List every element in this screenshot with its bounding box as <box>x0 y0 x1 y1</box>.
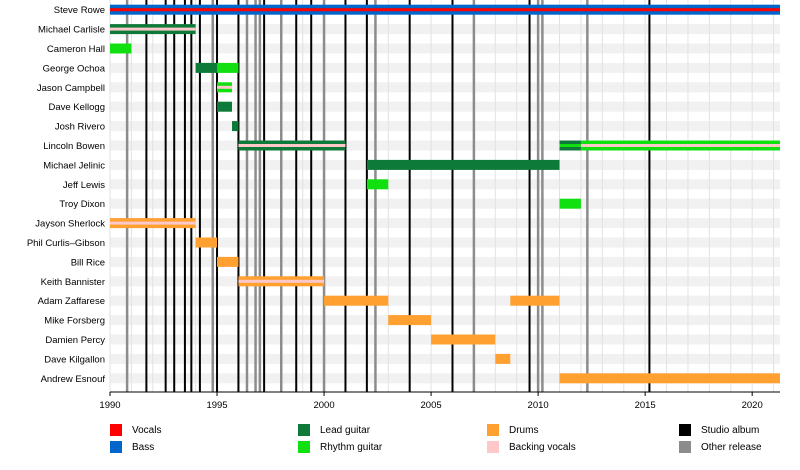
x-axis-tick-label: 2020 <box>742 400 763 411</box>
member-bar-overlay-steve-rowe <box>110 8 780 12</box>
x-axis-tick-label: 1990 <box>99 400 120 411</box>
member-bar-overlay-lincoln-bowen <box>238 144 346 147</box>
member-name-jason-campbell: Jason Campbell <box>37 83 105 94</box>
member-bar-andrew-esnouf <box>559 373 780 384</box>
member-bar-bill-rice <box>217 256 239 267</box>
x-axis-tick-label: 2015 <box>635 400 656 411</box>
row-stripe <box>110 373 780 384</box>
x-axis-tick-label: 2005 <box>421 400 442 411</box>
member-bar-adam-zaffarese <box>324 295 389 306</box>
member-name-cameron-hall: Cameron Hall <box>47 44 105 55</box>
row-stripe <box>110 276 780 287</box>
row-stripe <box>110 315 780 326</box>
member-bar-adam-zaffarese <box>510 295 560 306</box>
row-stripe <box>110 179 780 190</box>
member-bar-jeff-lewis <box>366 179 389 190</box>
row-stripe <box>110 295 780 306</box>
member-bar-mike-forsberg <box>388 315 432 326</box>
member-name-jeff-lewis: Jeff Lewis <box>63 180 105 191</box>
member-name-mike-forsberg: Mike Forsberg <box>44 316 105 327</box>
x-axis-tick-label: 2000 <box>313 400 334 411</box>
member-bar-dave-kellogg <box>217 101 233 112</box>
row-stripe <box>110 101 780 112</box>
member-name-bill-rice: Bill Rice <box>71 257 105 268</box>
member-name-andrew-esnouf: Andrew Esnouf <box>41 374 106 385</box>
member-bar-overlay-jason-campbell <box>217 85 233 89</box>
member-name-lincoln-bowen: Lincoln Bowen <box>43 141 105 152</box>
row-stripe <box>110 62 780 73</box>
member-name-josh-rivero: Josh Rivero <box>55 122 105 133</box>
member-bar-overlay-jayson-sherlock <box>110 221 196 225</box>
row-stripe <box>110 353 780 364</box>
row-stripe <box>110 121 780 132</box>
row-stripe <box>110 198 780 209</box>
member-name-keith-bannister: Keith Bannister <box>41 277 105 288</box>
x-axis-tick-label: 2010 <box>528 400 549 411</box>
row-stripe <box>110 43 780 54</box>
row-stripe <box>110 218 780 229</box>
row-stripe <box>110 237 780 248</box>
member-name-george-ochoa: George Ochoa <box>43 63 106 74</box>
member-name-michael-jelinic: Michael Jelinic <box>43 160 105 171</box>
member-name-steve-rowe: Steve Rowe <box>54 5 105 16</box>
member-name-dave-kellogg: Dave Kellogg <box>48 102 105 113</box>
row-stripe <box>110 82 780 93</box>
member-bar-overlay-michael-carlisle <box>110 27 196 31</box>
member-bar-dave-kilgallon <box>495 353 511 364</box>
member-bar-george-ochoa <box>195 62 218 73</box>
member-bar-troy-dixon <box>559 198 581 209</box>
member-name-damien-percy: Damien Percy <box>45 335 105 346</box>
member-bar-overlay-lincoln-bowen <box>580 144 780 147</box>
member-bar-cameron-hall <box>110 43 132 54</box>
member-bar-overlay-lincoln-bowen <box>559 144 581 147</box>
row-stripe <box>110 24 780 35</box>
row-stripe <box>110 256 780 267</box>
member-bar-damien-percy <box>431 334 496 345</box>
x-axis-tick-label: 1995 <box>206 400 227 411</box>
member-name-adam-zaffarese: Adam Zaffarese <box>38 296 105 307</box>
member-name-phil-curlis-gibson: Phil Curlis–Gibson <box>27 238 105 249</box>
member-bar-michael-jelinic <box>366 159 560 170</box>
row-stripe <box>110 140 780 151</box>
member-bar-phil-curlis-gibson <box>195 237 218 248</box>
member-bar-overlay-keith-bannister <box>238 279 325 283</box>
member-name-michael-carlisle: Michael Carlisle <box>38 25 105 36</box>
member-name-dave-kilgallon: Dave Kilgallon <box>44 354 105 365</box>
member-name-troy-dixon: Troy Dixon <box>59 199 105 210</box>
member-bar-george-ochoa <box>217 62 239 73</box>
member-bar-josh-rivero <box>232 121 239 132</box>
member-name-jayson-sherlock: Jayson Sherlock <box>35 219 105 230</box>
